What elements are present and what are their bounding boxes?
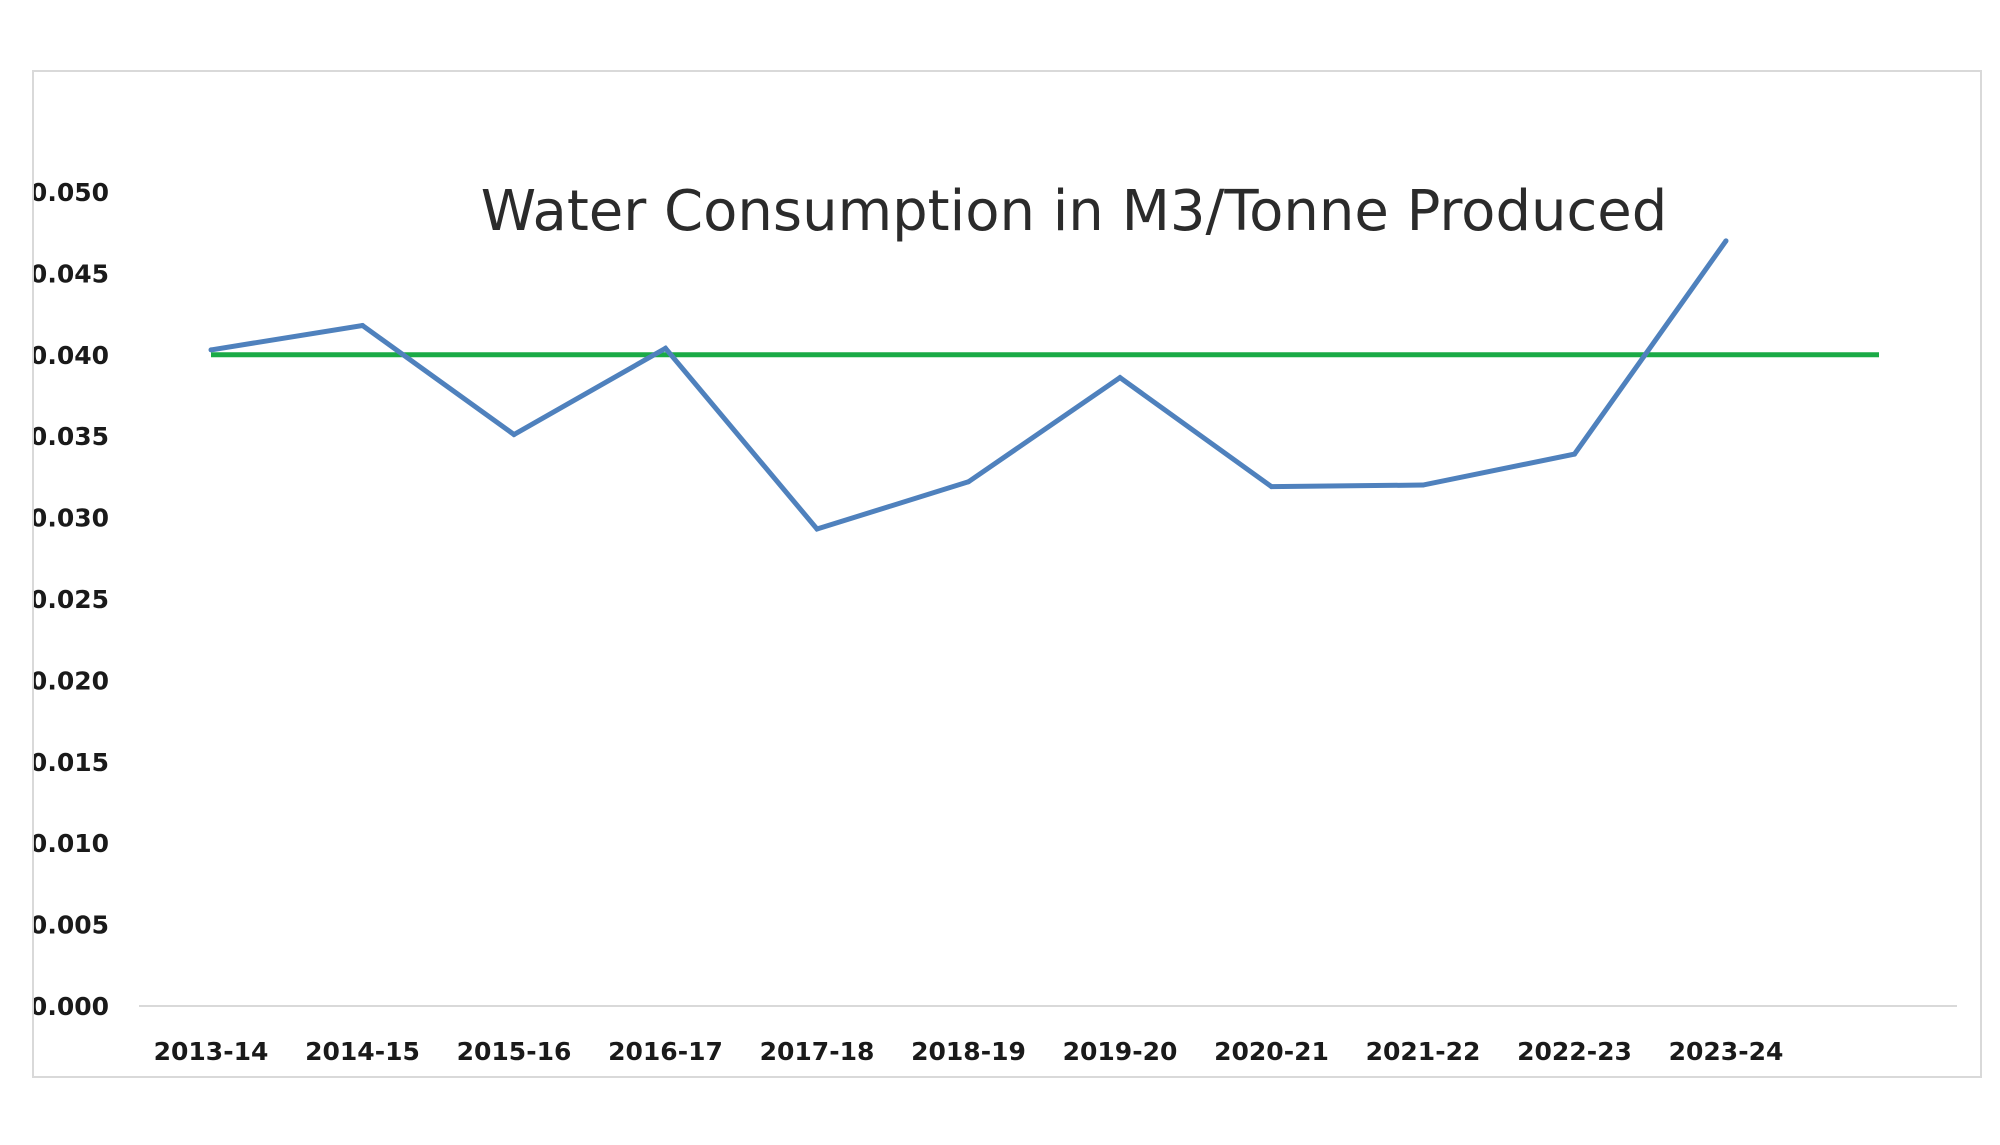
y-axis-ticks: 0.000 0.005 0.010 0.015 0.020 0.025 0.030 0.035… [34, 178, 109, 1021]
y-tick-label: 0.020 [34, 666, 109, 695]
x-tick-label: 2014-15 [305, 1037, 420, 1066]
line-chart: Water Consumption in M3/Tonne Produced 0… [34, 178, 1957, 1066]
y-tick-label: 0.010 [34, 829, 109, 858]
x-tick-label: 2013-14 [154, 1037, 269, 1066]
chart-frame: Water Consumption in M3/Tonne Produced 0… [32, 70, 1982, 1078]
x-tick-label: 2023-24 [1669, 1037, 1784, 1066]
data-point [1269, 484, 1274, 490]
y-tick-label: 0.025 [34, 585, 109, 614]
x-tick-label: 2019-20 [1063, 1037, 1178, 1066]
data-point [511, 432, 517, 438]
y-tick-label: 0.035 [34, 422, 109, 451]
x-axis-ticks: 2013-14 2014-15 2015-16 2016-17 2017-18 2018-… [154, 1037, 1784, 1066]
data-point [208, 347, 214, 353]
y-tick-label: 0.015 [34, 748, 109, 777]
x-tick-label: 2022-23 [1517, 1037, 1632, 1066]
data-point [814, 526, 820, 532]
y-tick-label: 0.050 [34, 178, 109, 207]
x-tick-label: 2021-22 [1366, 1037, 1481, 1066]
x-tick-label: 2016-17 [608, 1037, 723, 1066]
series-line [210, 239, 1729, 532]
x-tick-label: 2018-19 [911, 1037, 1026, 1066]
series-points [208, 238, 1729, 532]
data-point [966, 479, 971, 485]
data-point [1723, 238, 1729, 244]
data-point [360, 322, 365, 328]
y-tick-label: 0.045 [34, 259, 109, 288]
x-tick-label: 2015-16 [457, 1037, 572, 1066]
data-point [663, 345, 668, 351]
y-tick-label: 0.040 [34, 341, 109, 370]
chart-title: Water Consumption in M3/Tonne Produced [481, 179, 1668, 244]
y-tick-label: 0.005 [34, 911, 109, 940]
y-tick-label: 0.000 [34, 992, 109, 1021]
data-point [1117, 375, 1123, 381]
data-point [1572, 451, 1577, 457]
x-tick-label: 2020-21 [1214, 1037, 1329, 1066]
y-tick-label: 0.030 [34, 504, 109, 533]
x-tick-label: 2017-18 [760, 1037, 875, 1066]
data-point [1420, 482, 1426, 488]
